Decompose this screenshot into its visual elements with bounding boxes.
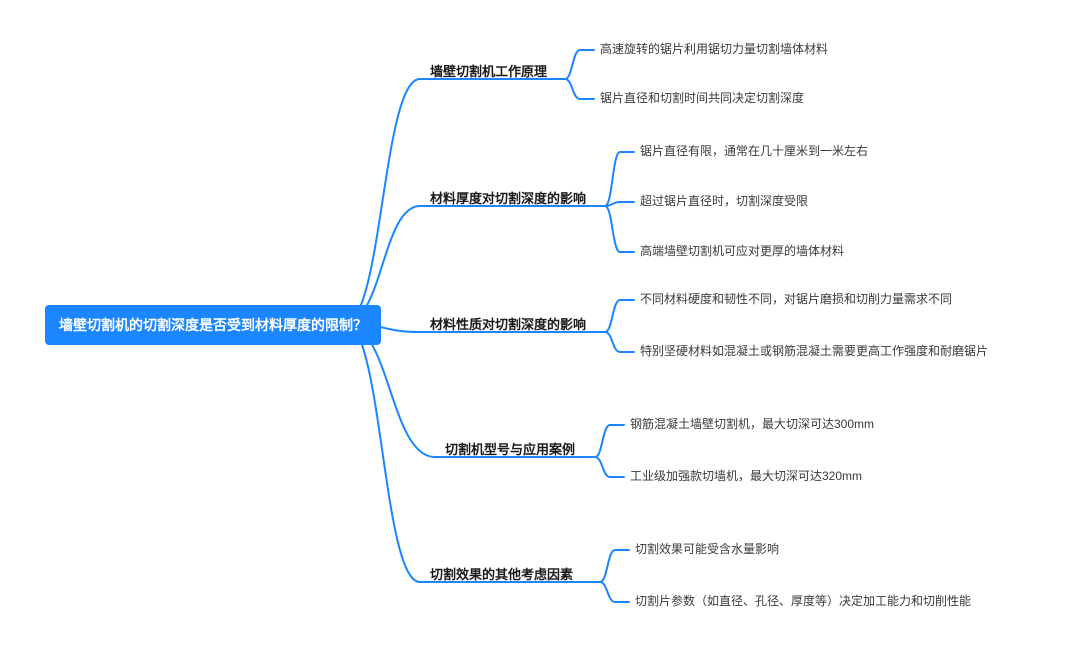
leaf-label: 锯片直径和切割时间共同决定切割深度	[600, 89, 804, 107]
leaf-label: 特别坚硬材料如混凝土或钢筋混凝土需要更高工作强度和耐磨锯片	[640, 342, 988, 360]
leaf-label: 切割效果可能受含水量影响	[635, 540, 779, 558]
branch-label[interactable]: 切割效果的其他考虑因素	[430, 564, 573, 583]
leaf-label: 工业级加强款切墙机，最大切深可达320mm	[630, 467, 862, 485]
leaf-label: 高端墙壁切割机可应对更厚的墙体材料	[640, 242, 844, 260]
branch-label[interactable]: 材料厚度对切割深度的影响	[430, 188, 586, 207]
branch-label[interactable]: 切割机型号与应用案例	[445, 439, 575, 458]
leaf-label: 切割片参数（如直径、孔径、厚度等）决定加工能力和切削性能	[635, 592, 971, 610]
leaf-label: 超过锯片直径时，切割深度受限	[640, 192, 808, 210]
leaf-label: 高速旋转的锯片利用锯切力量切割墙体材料	[600, 40, 828, 58]
leaf-label: 锯片直径有限，通常在几十厘米到一米左右	[640, 142, 868, 160]
branch-label[interactable]: 材料性质对切割深度的影响	[430, 314, 586, 333]
mindmap-canvas: 墙壁切割机的切割深度是否受到材料厚度的限制？ 墙壁切割机工作原理 高速旋转的锯片利…	[0, 0, 1086, 660]
root-node[interactable]: 墙壁切割机的切割深度是否受到材料厚度的限制？	[45, 305, 381, 345]
branch-label[interactable]: 墙壁切割机工作原理	[430, 61, 547, 80]
leaf-label: 不同材料硬度和韧性不同，对锯片磨损和切削力量需求不同	[640, 290, 952, 308]
leaf-label: 钢筋混凝土墙壁切割机，最大切深可达300mm	[630, 415, 874, 433]
